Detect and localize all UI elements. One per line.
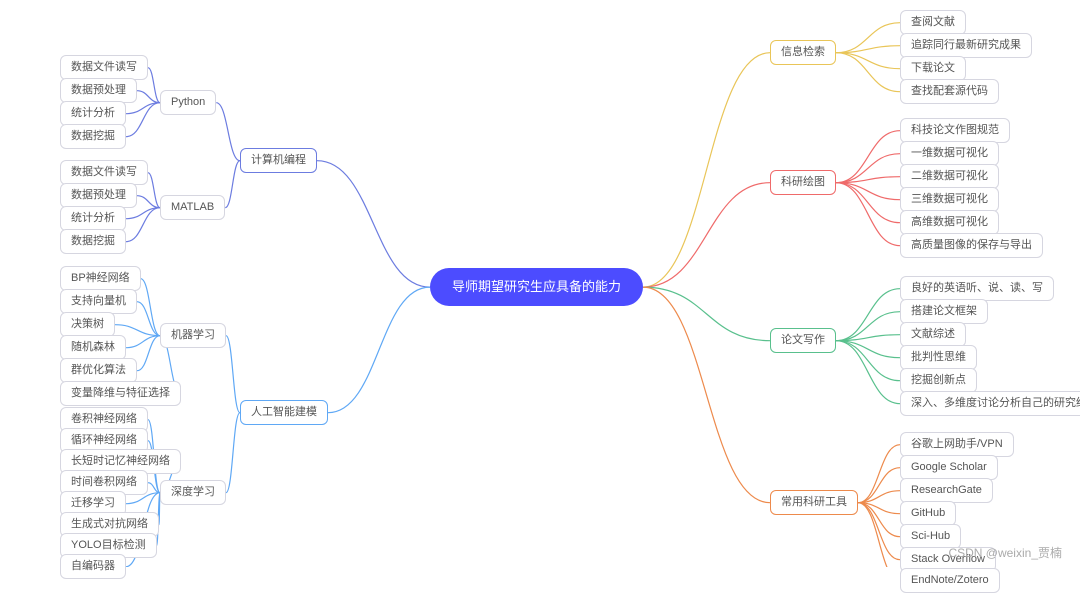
branch-tools: 常用科研工具 xyxy=(770,490,858,515)
branch-info: 信息检索 xyxy=(770,40,836,65)
watermark: CSDN @weixin_贾楠 xyxy=(948,544,1062,561)
node-plot-2: 二维数据可视化 xyxy=(900,164,999,189)
node-tools-1: Google Scholar xyxy=(900,455,998,480)
node-info-0: 查阅文献 xyxy=(900,10,966,35)
leaf-programming-0-1: 数据预处理 xyxy=(60,78,137,103)
node-ai-1: 深度学习 xyxy=(160,480,226,505)
leaf-programming-1-3: 数据挖掘 xyxy=(60,229,126,254)
leaf-ai-0-2: 决策树 xyxy=(60,312,115,337)
leaf-ai-0-1: 支持向量机 xyxy=(60,289,137,314)
branch-ai: 人工智能建模 xyxy=(240,400,328,425)
node-programming-1: MATLAB xyxy=(160,195,225,220)
node-writing-0: 良好的英语听、说、读、写 xyxy=(900,276,1054,301)
node-info-1: 追踪同行最新研究成果 xyxy=(900,33,1032,58)
node-writing-2: 文献综述 xyxy=(900,322,966,347)
leaf-programming-1-1: 数据预处理 xyxy=(60,183,137,208)
node-tools-3: GitHub xyxy=(900,501,956,526)
node-plot-5: 高质量图像的保存与导出 xyxy=(900,233,1043,258)
node-writing-1: 搭建论文框架 xyxy=(900,299,988,324)
node-tools-2: ResearchGate xyxy=(900,478,993,503)
node-tools-0: 谷歌上网助手/VPN xyxy=(900,432,1014,457)
root-node: 导师期望研究生应具备的能力 xyxy=(430,268,643,306)
leaf-ai-0-4: 群优化算法 xyxy=(60,358,137,383)
node-info-3: 查找配套源代码 xyxy=(900,79,999,104)
branch-writing: 论文写作 xyxy=(770,328,836,353)
leaf-programming-0-0: 数据文件读写 xyxy=(60,55,148,80)
leaf-ai-0-5: 变量降维与特征选择 xyxy=(60,381,181,406)
leaf-ai-0-0: BP神经网络 xyxy=(60,266,141,291)
node-writing-5: 深入、多维度讨论分析自己的研究结果 xyxy=(900,391,1080,416)
leaf-programming-0-3: 数据挖掘 xyxy=(60,124,126,149)
leaf-programming-0-2: 统计分析 xyxy=(60,101,126,126)
node-plot-1: 一维数据可视化 xyxy=(900,141,999,166)
node-plot-3: 三维数据可视化 xyxy=(900,187,999,212)
node-plot-0: 科技论文作图规范 xyxy=(900,118,1010,143)
leaf-ai-0-3: 随机森林 xyxy=(60,335,126,360)
node-info-2: 下载论文 xyxy=(900,56,966,81)
node-writing-3: 批判性思维 xyxy=(900,345,977,370)
branch-programming: 计算机编程 xyxy=(240,148,317,173)
leaf-programming-1-0: 数据文件读写 xyxy=(60,160,148,185)
node-writing-4: 挖掘创新点 xyxy=(900,368,977,393)
node-programming-0: Python xyxy=(160,90,216,115)
node-ai-0: 机器学习 xyxy=(160,323,226,348)
node-plot-4: 高维数据可视化 xyxy=(900,210,999,235)
node-tools-6: EndNote/Zotero xyxy=(900,568,1000,593)
branch-plot: 科研绘图 xyxy=(770,170,836,195)
leaf-programming-1-2: 统计分析 xyxy=(60,206,126,231)
